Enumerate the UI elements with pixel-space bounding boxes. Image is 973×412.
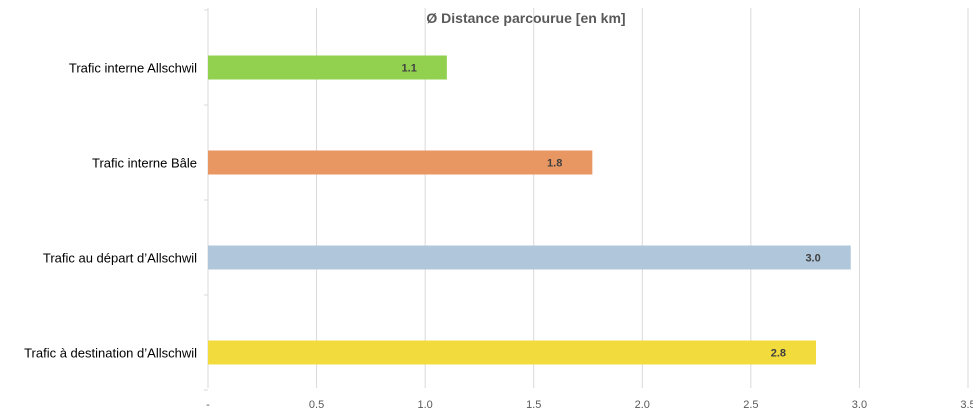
x-tick-labels: - 0.5 1.0 1.5 2.0 2.5 3.0 3.5 <box>206 399 973 411</box>
x-tick-label-4: 2.0 <box>635 399 650 411</box>
category-labels: Trafic interne Allschwil Trafic interne B… <box>24 61 197 361</box>
x-tick-label-6: 3.0 <box>852 399 867 411</box>
x-tick-label-5: 2.5 <box>743 399 758 411</box>
category-label-1: Trafic interne Allschwil <box>69 61 197 76</box>
bar-4 <box>208 340 816 365</box>
bar-1 <box>208 55 447 80</box>
data-labels: 1.1 1.8 3.0 2.8 <box>402 63 821 360</box>
x-tick-label-3: 1.5 <box>526 399 541 411</box>
bar-3 <box>208 245 851 270</box>
category-label-3: Trafic au départ d’Allschwil <box>43 251 197 266</box>
bar-2 <box>208 150 593 175</box>
data-label-1: 1.1 <box>402 63 417 75</box>
data-label-4: 2.8 <box>771 348 786 360</box>
data-label-2: 1.8 <box>547 158 562 170</box>
bars <box>208 55 851 365</box>
x-tick-label-1: 0.5 <box>309 399 324 411</box>
category-label-4: Trafic à destination d’Allschwil <box>24 346 197 361</box>
data-label-3: 3.0 <box>805 253 820 265</box>
category-tick-marks <box>204 9 208 391</box>
chart-title: Ø Distance parcourue [en km] <box>426 10 625 26</box>
category-label-2: Trafic interne Bâle <box>92 156 197 171</box>
x-tick-label-2: 1.0 <box>417 399 432 411</box>
x-tick-label-0: - <box>206 399 210 411</box>
x-tick-label-7: 3.5 <box>960 399 973 411</box>
